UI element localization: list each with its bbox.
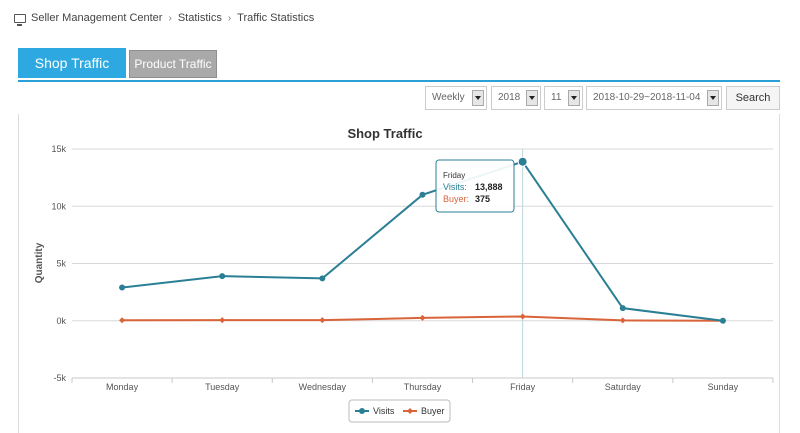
tooltip-label-buyer: Buyer: xyxy=(443,194,469,204)
data-point-visits xyxy=(219,273,226,280)
x-tick-label: Thursday xyxy=(404,382,442,392)
legend-label-visits: Visits xyxy=(373,406,395,416)
breadcrumb-item-traffic-statistics: Traffic Statistics xyxy=(237,12,315,24)
chart-panel xyxy=(18,114,780,433)
breadcrumb-separator: › xyxy=(168,12,172,24)
year-select-value: 2018 xyxy=(498,92,521,103)
chevron-down-icon[interactable] xyxy=(472,90,484,106)
data-point-visits xyxy=(119,284,126,291)
month-select-value: 11 xyxy=(551,92,562,103)
chevron-down-icon[interactable] xyxy=(707,90,719,106)
data-point-buyer xyxy=(419,314,426,321)
data-point-buyer xyxy=(119,317,126,324)
x-tick-label: Sunday xyxy=(708,382,739,392)
x-tick-label: Tuesday xyxy=(205,382,240,392)
monitor-icon xyxy=(14,13,26,26)
x-tick-label: Monday xyxy=(106,382,139,392)
data-point-visits xyxy=(319,275,326,282)
chart-title: Shop Traffic xyxy=(347,126,422,141)
legend-box xyxy=(348,399,451,423)
year-select[interactable]: 2018 xyxy=(491,86,541,110)
x-tick-label: Wednesday xyxy=(299,382,347,392)
y-tick-label: 5k xyxy=(56,259,66,269)
period-select-value: Weekly xyxy=(432,92,465,103)
data-point-visits xyxy=(719,317,726,324)
tooltip-category: Friday xyxy=(443,171,465,180)
data-point-visits xyxy=(419,191,426,198)
data-point-visits xyxy=(619,305,626,312)
period-select[interactable]: Weekly xyxy=(425,86,487,110)
x-tick-label: Friday xyxy=(510,382,536,392)
tab-bar: Shop Traffic Product Traffic xyxy=(18,48,780,82)
legend-marker-buyer xyxy=(407,408,413,414)
y-axis-label: Quantity xyxy=(34,242,45,283)
breadcrumb-item-statistics[interactable]: Statistics xyxy=(177,12,222,24)
breadcrumb-item-seller-center[interactable]: Seller Management Center xyxy=(31,12,163,24)
y-tick-label: -5k xyxy=(53,373,66,383)
tab-product-traffic[interactable]: Product Traffic xyxy=(129,50,217,78)
tooltip-box xyxy=(435,159,515,213)
search-button[interactable]: Search xyxy=(726,86,780,110)
month-select[interactable]: 11 xyxy=(544,86,583,110)
chevron-down-icon[interactable] xyxy=(526,90,538,106)
data-point-buyer xyxy=(219,317,226,324)
tooltip-value-buyer: 375 xyxy=(475,194,490,204)
x-tick-label: Saturday xyxy=(605,382,642,392)
data-point-buyer xyxy=(319,317,326,324)
y-tick-label: 10k xyxy=(51,201,66,211)
data-point-visits xyxy=(517,156,528,167)
tooltip-value-visits: 13,888 xyxy=(475,182,503,192)
breadcrumb: Seller Management Center › Statistics › … xyxy=(14,10,314,26)
date-range-value: 2018-10-29~2018-11-04 xyxy=(593,92,701,103)
y-tick-label: 15k xyxy=(51,144,66,154)
data-point-buyer xyxy=(619,317,626,324)
data-point-buyer xyxy=(519,313,526,320)
chevron-down-icon[interactable] xyxy=(568,90,580,106)
tab-shop-traffic[interactable]: Shop Traffic xyxy=(18,48,126,78)
series-line-visits xyxy=(121,160,724,322)
date-range-select[interactable]: 2018-10-29~2018-11-04 xyxy=(586,86,722,110)
legend-label-buyer: Buyer xyxy=(421,406,445,416)
breadcrumb-separator: › xyxy=(227,12,232,24)
y-tick-label: 0k xyxy=(56,316,66,326)
filter-bar: Weekly 2018 11 2018-10-29~2018-11-04 Sea… xyxy=(0,86,800,110)
tooltip-label-visits: Visits: xyxy=(443,182,467,192)
legend-marker-visits xyxy=(359,408,365,414)
